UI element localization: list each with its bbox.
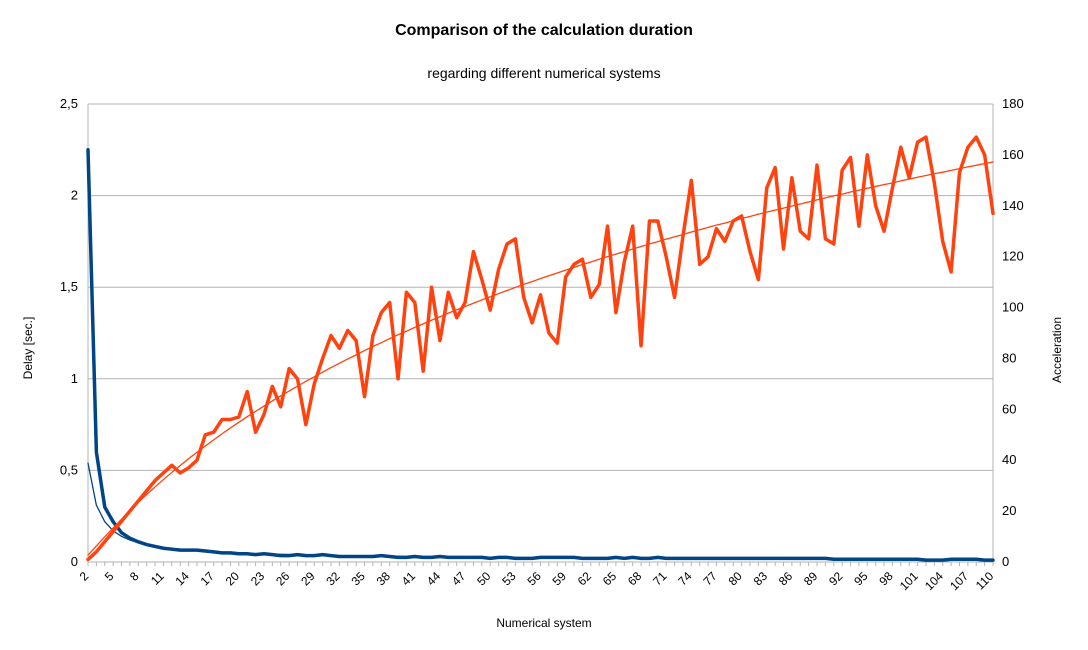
y-axis-left-label: Delay [sec.] (21, 316, 35, 380)
gridlines (88, 103, 993, 563)
x-tick-label: 56 (524, 569, 544, 589)
y-axis-right-label: Acceleration (1050, 316, 1064, 384)
y-left-tick-label: 0 (71, 554, 78, 569)
x-tick-label: 32 (323, 569, 343, 589)
x-tick-label: 35 (348, 569, 368, 589)
x-tick-label: 68 (625, 569, 645, 589)
y-left-tick-label: 1,5 (60, 279, 78, 294)
x-tick-label: 101 (897, 569, 921, 593)
x-tick-label: 23 (248, 569, 268, 589)
x-tick-label: 92 (826, 569, 846, 589)
x-tick-label: 104 (922, 569, 946, 593)
y-left-tick-label: 2 (71, 188, 78, 203)
x-tick-label: 98 (876, 569, 896, 589)
y-right-tick-label: 100 (1002, 300, 1024, 315)
x-tick-label: 95 (851, 569, 871, 589)
x-tick-label: 71 (650, 569, 670, 589)
x-tick-label: 65 (600, 569, 620, 589)
series-line-right-thick (86, 135, 995, 562)
x-tick-label: 11 (148, 569, 167, 588)
chart-title: Comparison of the calculation duration (395, 22, 693, 39)
y-left-tick-label: 2,5 (60, 96, 78, 111)
y-right-tick-label: 80 (1002, 350, 1016, 365)
x-tick-label: 89 (801, 569, 821, 589)
series-line-right-thin-trend (87, 161, 994, 556)
y-right-tick-label: 20 (1002, 503, 1016, 518)
x-tick-label: 41 (399, 569, 419, 589)
y-right-tick-label: 0 (1002, 554, 1009, 569)
x-tick-label: 26 (273, 569, 293, 589)
x-tick-label: 74 (675, 569, 695, 589)
series-line-left-thin-trend (87, 462, 994, 561)
x-tick-label: 86 (776, 569, 796, 589)
x-tick-label: 50 (474, 569, 494, 589)
chart-subtitle: regarding different numerical systems (427, 65, 661, 81)
x-tick-label: 77 (700, 569, 720, 589)
x-tick-label: 14 (173, 569, 193, 589)
x-tick-label: 80 (726, 569, 746, 589)
x-tick-label: 20 (223, 569, 243, 589)
y-right-tick-label: 160 (1002, 147, 1024, 162)
x-tick-label: 83 (751, 569, 771, 589)
x-tick-label: 17 (198, 569, 218, 589)
x-tick-label: 5 (102, 569, 117, 584)
x-tick-label: 2 (77, 569, 92, 584)
x-tick-label: 53 (499, 569, 519, 589)
series-lines (86, 135, 995, 562)
y-right-tick-label: 60 (1002, 401, 1016, 416)
y-right-tick-label: 120 (1002, 249, 1024, 264)
x-tick-label: 38 (374, 569, 394, 589)
x-tick-label: 29 (298, 569, 318, 589)
y-right-tick-label: 140 (1002, 198, 1024, 213)
x-axis-label: Numerical system (496, 616, 592, 630)
x-tick-label: 107 (947, 569, 971, 593)
axes (87, 104, 994, 566)
y-right-tick-label: 40 (1002, 452, 1016, 467)
y-left-tick-label: 1 (71, 371, 78, 386)
x-tick-label: 47 (449, 569, 469, 589)
x-tick-label: 44 (424, 569, 444, 589)
x-tick-label: 110 (973, 569, 997, 593)
y-right-tick-label: 180 (1002, 96, 1024, 111)
x-tick-label: 59 (550, 569, 570, 589)
x-tick-label: 8 (127, 569, 142, 584)
x-tick-label: 62 (575, 569, 595, 589)
y-left-tick-label: 0,5 (60, 462, 78, 477)
